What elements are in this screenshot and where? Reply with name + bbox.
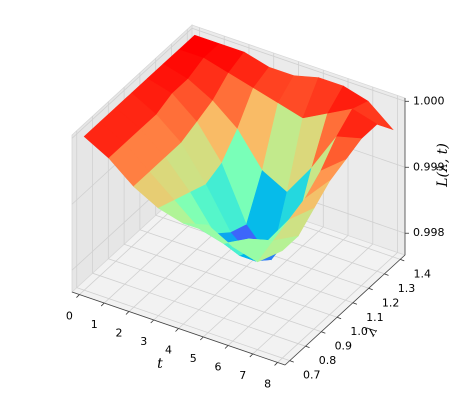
tick-mark [249, 353, 254, 358]
grid-line [202, 226, 324, 338]
x-tick-label: 2 [115, 327, 122, 340]
x-tick-label: 6 [215, 360, 222, 373]
x-tick-label: 8 [264, 377, 271, 390]
tick-mark [224, 345, 229, 349]
y-axis-line [284, 254, 406, 366]
z-tick-label: 0.998 [413, 226, 445, 239]
tick-mark [274, 362, 278, 366]
tick-mark [336, 316, 342, 320]
z-tick-label: 1.000 [413, 94, 445, 107]
grid-line [139, 229, 354, 304]
x-tick-label: 7 [239, 369, 246, 382]
ticks: 0 1 2 3 4 5 6 7 8 0.7 0.80.9 1.01.1 1.21.3 1.4 0.998 0.… [66, 94, 445, 390]
surface-patch [257, 235, 300, 263]
grid-line [252, 243, 374, 355]
z-tick-label: 0.999 [413, 160, 445, 173]
y-tick-label: 1.3 [398, 282, 416, 295]
x-tick-label: 4 [165, 344, 172, 357]
tick-mark [199, 336, 204, 341]
grid-line [108, 258, 322, 333]
tick-mark [305, 345, 310, 349]
tick-mark [175, 328, 179, 332]
surface [83, 34, 394, 263]
grid-line [277, 252, 398, 363]
y-tick-label: 0.8 [319, 354, 337, 367]
x-axis-label: t [157, 356, 163, 372]
tick-mark [321, 331, 326, 334]
grid-line [76, 287, 290, 362]
y-tick-label: 1.4 [414, 267, 432, 280]
tick-mark [76, 294, 80, 298]
x-tick-label: 5 [190, 352, 197, 365]
y-tick-label: 1.2 [382, 296, 400, 309]
x-axis-line [71, 291, 286, 366]
tick-mark [384, 273, 389, 276]
grid-line [191, 27, 406, 102]
tick-mark [400, 258, 405, 262]
tick-mark [368, 287, 373, 291]
y-tick-label: 0.7 [303, 369, 321, 382]
tick-mark [100, 302, 105, 307]
grid-line [123, 243, 338, 318]
grid-line [92, 272, 306, 347]
tick-mark [150, 319, 155, 324]
tick-mark [289, 360, 294, 363]
y-tick-label: 1.0 [350, 325, 368, 338]
grid-line [227, 235, 349, 346]
x-tick-label: 0 [66, 310, 73, 323]
tick-mark [125, 311, 130, 315]
y-tick-label: 0.9 [335, 340, 353, 353]
x-tick-label: 3 [140, 335, 147, 348]
x-tick-label: 1 [91, 318, 98, 331]
tick-mark [352, 302, 358, 305]
grid-line [71, 28, 193, 139]
y-tick-label: 1.1 [366, 311, 384, 324]
z-axis-label: L(λ, t) [435, 143, 451, 188]
